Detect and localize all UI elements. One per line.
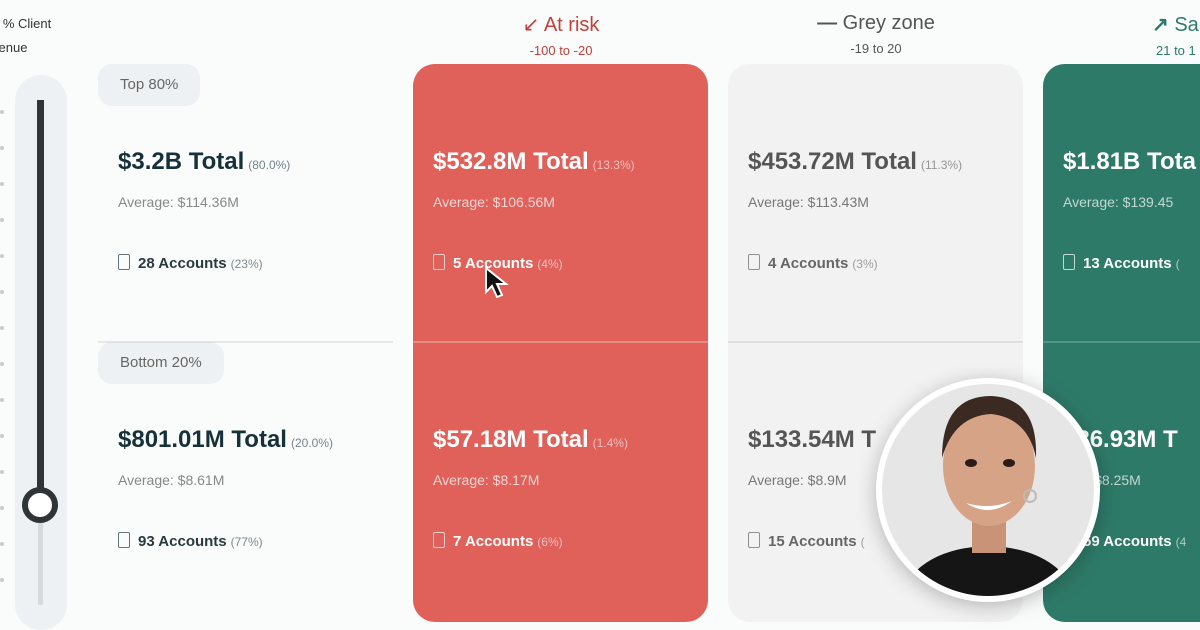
slider-tick [0,182,4,186]
accounts-link[interactable]: 13 Accounts( [1063,254,1200,272]
at-risk-top-cell: $532.8M Total (13.3%) Average: $106.56M 5… [433,148,635,272]
header-grey-zone: — Grey zone -19 to 20 [817,12,935,56]
building-icon [1063,254,1075,270]
total-value: $453.72M Total (11.3%) [748,148,963,175]
building-icon [118,532,130,548]
divider [728,341,1023,343]
all-top-cell: $3.2B Total (80.0%) Average: $114.36M 28 … [118,148,290,272]
average-value: Average: $8.17M [433,472,540,488]
slider-label-2: venue [0,40,28,55]
segment-tag-bottom: Bottom 20% [98,342,224,384]
accounts-link[interactable]: 28 Accounts (23%) [118,254,290,272]
total-value: $3.2B Total (80.0%) [118,148,291,175]
divider [413,341,708,343]
total-percent: (11.3%) [920,158,963,172]
mouse-cursor-icon [485,266,509,299]
slider-tick [0,110,4,114]
dash-icon: — [817,12,838,34]
slider-tick [0,326,4,330]
building-icon [433,532,445,548]
average-value: Average: $8.61M [118,472,225,488]
header-at-risk: ↙ At risk -100 to -20 [522,14,600,58]
accounts-link[interactable]: 7 Accounts (6%) [433,532,628,550]
slider-tick [0,398,4,402]
slider-label: % Client [2,16,52,31]
slider-tick [0,542,4,546]
slider-tick [0,578,4,582]
total-value: $532.8M Total (13.3%) [433,148,635,175]
safe-top-cell: $1.81B Tota Average: $139.45 13 Accounts… [1063,148,1200,272]
grey-zone-top-cell: $453.72M Total (11.3%) Average: $113.43M … [748,148,962,272]
slider-tick [0,218,4,222]
slider-fill [37,100,44,500]
slider-tick [0,434,4,438]
accounts-link[interactable]: 93 Accounts (77%) [118,532,333,550]
slider-tick [0,362,4,366]
building-icon [433,254,445,270]
average-value: Average: $114.36M [118,194,239,210]
all-bottom-cell: $801.01M Total (20.0%) Average: $8.61M 93… [118,426,333,550]
total-percent: (1.4%) [592,436,628,450]
total-value: $133.54M T [748,426,877,453]
slider-tick [0,470,4,474]
total-value: $57.18M Total (1.4%) [433,426,628,453]
slider-tick [0,506,4,510]
slider-rest [38,510,43,605]
total-percent: (80.0%) [248,158,291,172]
arrow-up-right-icon: ↗ [1152,14,1169,36]
segment-tag-top: Top 80% [98,64,201,106]
divider [1043,341,1200,343]
at-risk-column[interactable] [413,64,708,622]
building-icon [748,254,760,270]
header-safe: ↗ Sa 21 to 1 [1152,14,1199,58]
total-value: $801.01M Total (20.0%) [118,426,333,453]
slider-tick [0,290,4,294]
accounts-link[interactable]: 4 Accounts (3%) [748,254,962,272]
accounts-link[interactable]: 15 Accounts( [748,532,880,550]
slider-tick [0,146,4,150]
average-value: Average: $8.9M [748,472,847,488]
average-value: Average: $106.56M [433,194,555,210]
building-icon [748,532,760,548]
grey-zone-bottom-cell: $133.54M T Average: $8.9M 15 Accounts( [748,426,880,550]
average-value: Average: $113.43M [748,194,869,210]
total-value: $1.81B Tota [1063,148,1196,175]
slider-handle[interactable] [22,487,58,523]
building-icon [118,254,130,270]
total-percent: (13.3%) [592,158,635,172]
presenter-avatar [876,378,1100,602]
slider-tick [0,254,4,258]
at-risk-bottom-cell: $57.18M Total (1.4%) Average: $8.17M 7 Ac… [433,426,628,550]
arrow-down-left-icon: ↙ [522,14,540,36]
total-percent: (20.0%) [290,436,333,450]
accounts-link[interactable]: 5 Accounts (4%) [433,254,635,272]
divider [98,341,393,343]
average-value: Average: $139.45 [1063,194,1174,210]
